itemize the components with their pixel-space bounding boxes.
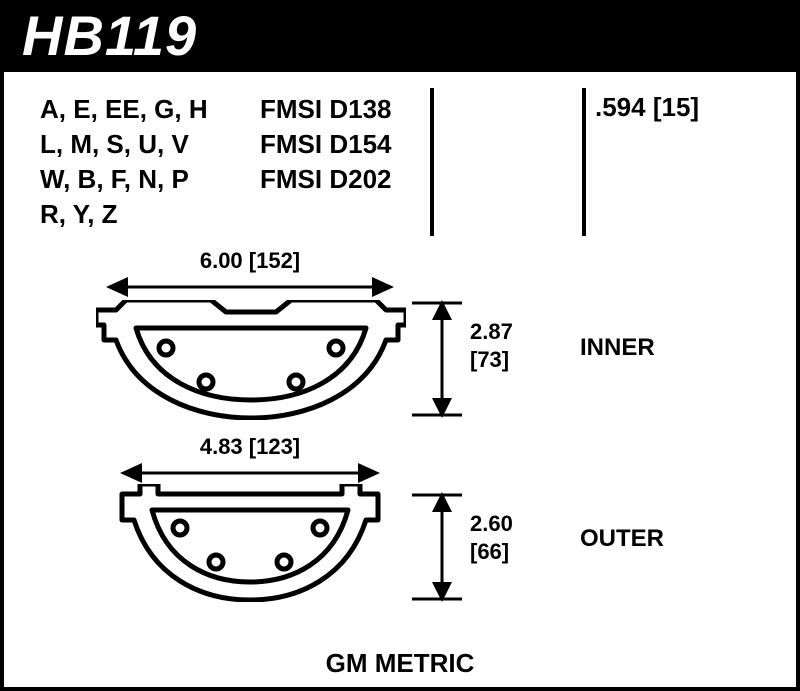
compound-codes: A, E, EE, G, H L, M, S, U, V W, B, F, N,…: [40, 92, 208, 232]
codes-line: A, E, EE, G, H: [40, 92, 208, 127]
fmsi-line: FMSI D154: [260, 127, 392, 162]
outer-height-in: 2.60: [470, 510, 513, 538]
inner-height-mm: [73]: [470, 346, 513, 374]
outer-height-mm: [66]: [470, 538, 513, 566]
thickness-value: .594 [15]: [595, 92, 699, 123]
codes-line: L, M, S, U, V: [40, 127, 208, 162]
outer-width-label: 4.83 [123]: [130, 434, 370, 460]
fmsi-line: FMSI D138: [260, 92, 392, 127]
codes-line: W, B, F, N, P: [40, 162, 208, 197]
outer-width-arrow: [120, 460, 380, 486]
footer-label: GM METRIC: [0, 648, 800, 679]
part-number: HB119: [22, 4, 197, 67]
divider: [582, 88, 586, 236]
outer-tag: OUTER: [580, 525, 664, 553]
header-bar: HB119: [0, 0, 800, 72]
fmsi-line: FMSI D202: [260, 162, 392, 197]
outer-height-label: 2.60 [66]: [470, 510, 513, 565]
outer-pad-icon: [116, 484, 384, 602]
inner-width-label: 6.00 [152]: [120, 248, 380, 274]
outer-height-arrow: [412, 492, 472, 602]
codes-line: R, Y, Z: [40, 197, 208, 232]
inner-height-label: 2.87 [73]: [470, 318, 513, 373]
inner-width-arrow: [106, 274, 394, 300]
divider: [430, 88, 434, 236]
fmsi-codes: FMSI D138 FMSI D154 FMSI D202: [260, 92, 392, 197]
inner-height-in: 2.87: [470, 318, 513, 346]
inner-tag: INNER: [580, 334, 655, 362]
inner-height-arrow: [412, 300, 472, 418]
inner-pad-icon: [96, 300, 406, 420]
